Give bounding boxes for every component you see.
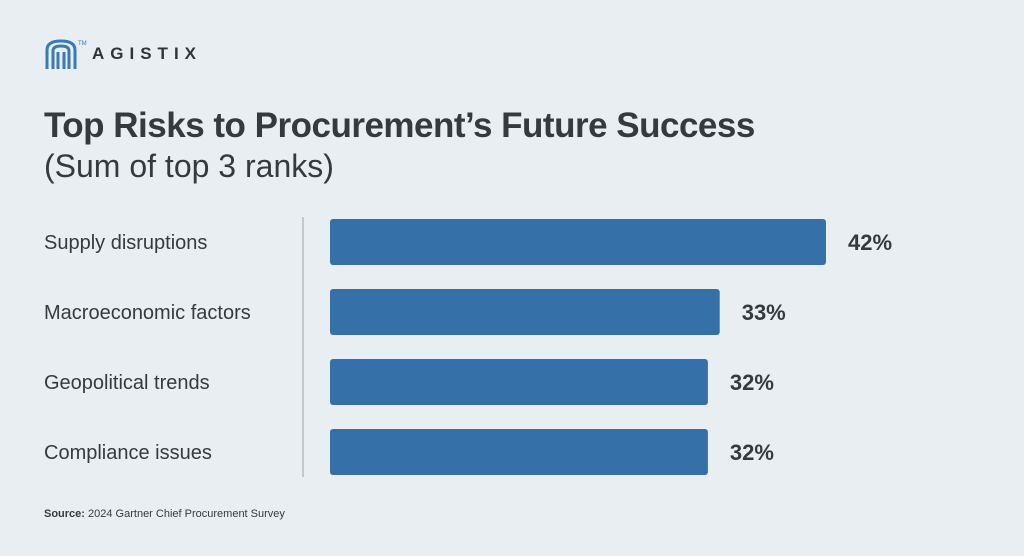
- bar: [330, 289, 720, 335]
- data-label: 42%: [848, 230, 892, 255]
- bar: [330, 359, 708, 405]
- category-label: Macroeconomic factors: [44, 302, 251, 324]
- source-note: Source: 2024 Gartner Chief Procurement S…: [44, 508, 285, 520]
- bar-chart: Supply disruptions 42% Macroeconomic facto…: [0, 200, 1024, 490]
- source-label: Source:: [44, 508, 85, 520]
- trademark-mark: TM: [78, 41, 87, 47]
- data-label: 33%: [742, 300, 786, 325]
- data-label: 32%: [730, 370, 774, 395]
- brand-name: AGISTIX: [92, 44, 202, 64]
- data-label: 32%: [730, 440, 774, 465]
- category-label: Geopolitical trends: [44, 372, 210, 394]
- category-label: Compliance issues: [44, 442, 212, 464]
- category-label: Supply disruptions: [44, 232, 207, 254]
- chart-subtitle: (Sum of top 3 ranks): [44, 148, 334, 185]
- bar: [330, 429, 708, 475]
- brand-logo: TM AGISTIX: [44, 38, 202, 70]
- source-text: 2024 Gartner Chief Procurement Survey: [88, 508, 285, 520]
- chart-title: Top Risks to Procurement’s Future Succes…: [44, 106, 755, 146]
- bar: [330, 219, 826, 265]
- agistix-logo-icon: [44, 38, 78, 70]
